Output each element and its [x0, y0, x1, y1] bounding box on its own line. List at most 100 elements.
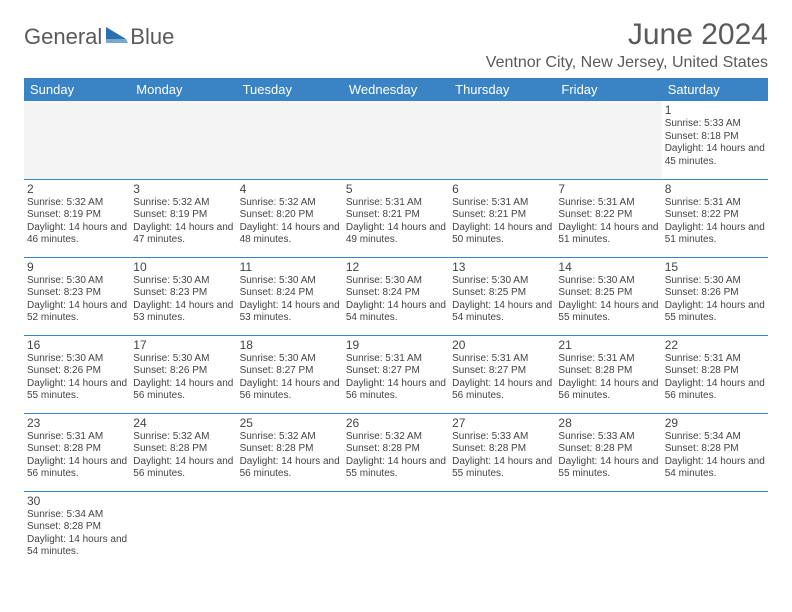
day-number: 5 [346, 182, 446, 196]
calendar-cell: 26Sunrise: 5:32 AMSunset: 8:28 PMDayligh… [343, 413, 449, 491]
day-number: 21 [558, 338, 658, 352]
calendar-page: General Blue June 2024 Ventnor City, New… [0, 0, 792, 581]
weekday-header: Thursday [449, 78, 555, 101]
day-info: Sunrise: 5:32 AMSunset: 8:19 PMDaylight:… [27, 197, 127, 247]
calendar-cell: 13Sunrise: 5:30 AMSunset: 8:25 PMDayligh… [449, 257, 555, 335]
calendar-cell: 27Sunrise: 5:33 AMSunset: 8:28 PMDayligh… [449, 413, 555, 491]
weekday-header-row: Sunday Monday Tuesday Wednesday Thursday… [24, 78, 768, 101]
calendar-cell [237, 491, 343, 569]
calendar-cell [343, 491, 449, 569]
day-info: Sunrise: 5:30 AMSunset: 8:23 PMDaylight:… [133, 275, 233, 325]
day-number: 19 [346, 338, 446, 352]
day-number: 25 [240, 416, 340, 430]
calendar-cell: 5Sunrise: 5:31 AMSunset: 8:21 PMDaylight… [343, 179, 449, 257]
calendar-row: 30Sunrise: 5:34 AMSunset: 8:28 PMDayligh… [24, 491, 768, 569]
day-info: Sunrise: 5:31 AMSunset: 8:28 PMDaylight:… [27, 431, 127, 481]
day-number: 7 [558, 182, 658, 196]
calendar-table: Sunday Monday Tuesday Wednesday Thursday… [24, 78, 768, 569]
weekday-header: Monday [130, 78, 236, 101]
location-subtitle: Ventnor City, New Jersey, United States [486, 54, 768, 72]
day-info: Sunrise: 5:32 AMSunset: 8:28 PMDaylight:… [346, 431, 446, 481]
day-info: Sunrise: 5:30 AMSunset: 8:26 PMDaylight:… [27, 353, 127, 403]
day-number: 12 [346, 260, 446, 274]
weekday-header: Tuesday [237, 78, 343, 101]
calendar-cell: 7Sunrise: 5:31 AMSunset: 8:22 PMDaylight… [555, 179, 661, 257]
day-info: Sunrise: 5:31 AMSunset: 8:21 PMDaylight:… [452, 197, 552, 247]
calendar-cell [24, 101, 130, 179]
day-info: Sunrise: 5:31 AMSunset: 8:28 PMDaylight:… [558, 353, 658, 403]
weekday-header: Saturday [662, 78, 768, 101]
calendar-cell [449, 101, 555, 179]
day-info: Sunrise: 5:30 AMSunset: 8:23 PMDaylight:… [27, 275, 127, 325]
calendar-cell: 14Sunrise: 5:30 AMSunset: 8:25 PMDayligh… [555, 257, 661, 335]
logo: General Blue [24, 24, 174, 50]
calendar-cell: 1Sunrise: 5:33 AMSunset: 8:18 PMDaylight… [662, 101, 768, 179]
day-number: 29 [665, 416, 765, 430]
calendar-cell [343, 101, 449, 179]
calendar-cell: 17Sunrise: 5:30 AMSunset: 8:26 PMDayligh… [130, 335, 236, 413]
calendar-cell: 3Sunrise: 5:32 AMSunset: 8:19 PMDaylight… [130, 179, 236, 257]
day-info: Sunrise: 5:33 AMSunset: 8:18 PMDaylight:… [665, 118, 765, 168]
calendar-cell [237, 101, 343, 179]
weekday-header: Friday [555, 78, 661, 101]
weekday-header: Sunday [24, 78, 130, 101]
day-info: Sunrise: 5:31 AMSunset: 8:22 PMDaylight:… [665, 197, 765, 247]
day-info: Sunrise: 5:32 AMSunset: 8:20 PMDaylight:… [240, 197, 340, 247]
day-number: 9 [27, 260, 127, 274]
day-info: Sunrise: 5:30 AMSunset: 8:24 PMDaylight:… [346, 275, 446, 325]
day-number: 1 [665, 103, 765, 117]
day-number: 8 [665, 182, 765, 196]
day-info: Sunrise: 5:31 AMSunset: 8:22 PMDaylight:… [558, 197, 658, 247]
calendar-cell: 22Sunrise: 5:31 AMSunset: 8:28 PMDayligh… [662, 335, 768, 413]
calendar-row: 1Sunrise: 5:33 AMSunset: 8:18 PMDaylight… [24, 101, 768, 179]
calendar-cell: 10Sunrise: 5:30 AMSunset: 8:23 PMDayligh… [130, 257, 236, 335]
title-block: June 2024 Ventnor City, New Jersey, Unit… [486, 18, 768, 72]
calendar-row: 23Sunrise: 5:31 AMSunset: 8:28 PMDayligh… [24, 413, 768, 491]
calendar-cell [130, 491, 236, 569]
calendar-cell: 25Sunrise: 5:32 AMSunset: 8:28 PMDayligh… [237, 413, 343, 491]
flag-icon [104, 23, 130, 50]
calendar-cell [449, 491, 555, 569]
calendar-cell: 21Sunrise: 5:31 AMSunset: 8:28 PMDayligh… [555, 335, 661, 413]
day-info: Sunrise: 5:30 AMSunset: 8:25 PMDaylight:… [558, 275, 658, 325]
day-number: 16 [27, 338, 127, 352]
day-number: 24 [133, 416, 233, 430]
calendar-cell: 16Sunrise: 5:30 AMSunset: 8:26 PMDayligh… [24, 335, 130, 413]
calendar-cell: 29Sunrise: 5:34 AMSunset: 8:28 PMDayligh… [662, 413, 768, 491]
day-info: Sunrise: 5:34 AMSunset: 8:28 PMDaylight:… [27, 509, 127, 559]
calendar-cell [555, 491, 661, 569]
calendar-cell [130, 101, 236, 179]
logo-text-right: Blue [130, 24, 174, 50]
day-number: 13 [452, 260, 552, 274]
calendar-cell: 20Sunrise: 5:31 AMSunset: 8:27 PMDayligh… [449, 335, 555, 413]
day-info: Sunrise: 5:30 AMSunset: 8:26 PMDaylight:… [665, 275, 765, 325]
calendar-cell: 9Sunrise: 5:30 AMSunset: 8:23 PMDaylight… [24, 257, 130, 335]
calendar-row: 2Sunrise: 5:32 AMSunset: 8:19 PMDaylight… [24, 179, 768, 257]
day-info: Sunrise: 5:34 AMSunset: 8:28 PMDaylight:… [665, 431, 765, 481]
calendar-row: 16Sunrise: 5:30 AMSunset: 8:26 PMDayligh… [24, 335, 768, 413]
calendar-cell: 24Sunrise: 5:32 AMSunset: 8:28 PMDayligh… [130, 413, 236, 491]
day-info: Sunrise: 5:31 AMSunset: 8:27 PMDaylight:… [452, 353, 552, 403]
day-number: 6 [452, 182, 552, 196]
calendar-cell: 28Sunrise: 5:33 AMSunset: 8:28 PMDayligh… [555, 413, 661, 491]
day-info: Sunrise: 5:31 AMSunset: 8:21 PMDaylight:… [346, 197, 446, 247]
day-number: 17 [133, 338, 233, 352]
day-info: Sunrise: 5:33 AMSunset: 8:28 PMDaylight:… [558, 431, 658, 481]
calendar-cell: 11Sunrise: 5:30 AMSunset: 8:24 PMDayligh… [237, 257, 343, 335]
day-info: Sunrise: 5:33 AMSunset: 8:28 PMDaylight:… [452, 431, 552, 481]
calendar-cell: 8Sunrise: 5:31 AMSunset: 8:22 PMDaylight… [662, 179, 768, 257]
calendar-cell: 23Sunrise: 5:31 AMSunset: 8:28 PMDayligh… [24, 413, 130, 491]
day-info: Sunrise: 5:32 AMSunset: 8:19 PMDaylight:… [133, 197, 233, 247]
day-info: Sunrise: 5:32 AMSunset: 8:28 PMDaylight:… [240, 431, 340, 481]
day-number: 28 [558, 416, 658, 430]
day-number: 23 [27, 416, 127, 430]
calendar-cell [662, 491, 768, 569]
calendar-cell: 18Sunrise: 5:30 AMSunset: 8:27 PMDayligh… [237, 335, 343, 413]
calendar-cell: 4Sunrise: 5:32 AMSunset: 8:20 PMDaylight… [237, 179, 343, 257]
day-info: Sunrise: 5:30 AMSunset: 8:26 PMDaylight:… [133, 353, 233, 403]
day-number: 26 [346, 416, 446, 430]
page-header: General Blue June 2024 Ventnor City, New… [24, 18, 768, 72]
weekday-header: Wednesday [343, 78, 449, 101]
calendar-cell: 6Sunrise: 5:31 AMSunset: 8:21 PMDaylight… [449, 179, 555, 257]
calendar-cell: 15Sunrise: 5:30 AMSunset: 8:26 PMDayligh… [662, 257, 768, 335]
